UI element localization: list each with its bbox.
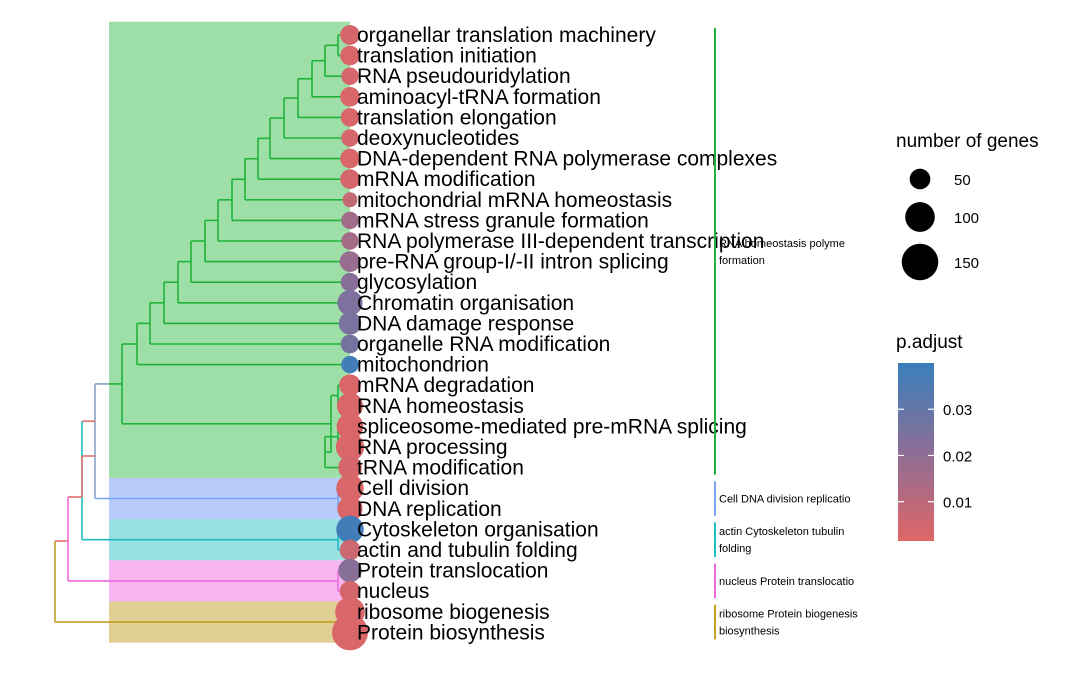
term-label-12: pre-RNA group-I/-II intron splicing — [357, 251, 669, 274]
term-label-8: mRNA modification — [357, 168, 536, 191]
term-label-30: Protein biosynthesis — [357, 621, 545, 644]
term-label-25: Cytoskeleton organisation — [357, 518, 599, 541]
term-dot-15 — [338, 312, 362, 335]
color-legend-bar — [898, 363, 934, 541]
term-label-21: RNA processing — [357, 436, 508, 459]
term-label-15: DNA damage response — [357, 312, 574, 335]
color-legend-title: p.adjust — [896, 332, 963, 353]
color-legend-label-0.03: 0.03 — [943, 402, 972, 419]
term-label-14: Chromatin organisation — [357, 292, 574, 315]
cluster-band-1 — [109, 21, 350, 478]
term-dot-19 — [337, 392, 363, 419]
term-dot-23 — [336, 474, 364, 502]
size-legend-dot-100 — [905, 202, 935, 232]
term-dot-22 — [338, 455, 362, 480]
term-label-19: RNA homeostasis — [357, 395, 524, 418]
cluster-label-3-line-2: folding — [719, 543, 751, 555]
color-legend-label-0.01: 0.01 — [943, 495, 972, 512]
term-label-27: Protein translocation — [357, 560, 548, 583]
term-label-16: organelle RNA modification — [357, 333, 610, 356]
term-dot-25 — [336, 515, 364, 544]
term-dot-21 — [335, 432, 365, 462]
term-dot-30 — [332, 614, 368, 651]
term-label-23: Cell division — [357, 477, 469, 500]
term-dot-6 — [341, 129, 359, 147]
cluster-label-4-line-1: nucleus Protein translocatio — [719, 576, 854, 588]
term-dots — [332, 25, 368, 651]
term-label-3: RNA pseudouridylation — [357, 65, 571, 88]
cluster-label-1-line-1: RNA homeostasis polyme — [719, 238, 845, 250]
term-dot-5 — [340, 108, 360, 127]
term-dot-4 — [340, 86, 360, 107]
term-label-28: nucleus — [357, 580, 429, 603]
term-dot-9 — [342, 192, 358, 208]
term-dot-10 — [341, 211, 359, 230]
cluster-labels: RNA homeostasis polyme formation Cell DNA … — [714, 28, 858, 640]
term-dot-20 — [336, 413, 364, 440]
term-dot-28 — [339, 580, 361, 602]
cluster-label-2-line-1: Cell DNA division replicatio — [719, 494, 850, 506]
term-dot-12 — [339, 251, 361, 272]
cluster-label-1-line-2: formation — [719, 255, 765, 267]
term-label-1: organellar translation machinery — [357, 24, 656, 47]
term-dot-27 — [338, 558, 362, 583]
cluster-label-3-line-1: actin Cytoskeleton tubulin — [719, 526, 844, 538]
term-label-9: mitochondrial mRNA homeostasis — [357, 189, 672, 212]
term-label-4: aminoacyl-tRNA formation — [357, 86, 601, 109]
term-label-26: actin and tubulin folding — [357, 539, 578, 562]
size-legend-dot-150 — [901, 243, 939, 281]
term-dot-24 — [337, 496, 363, 522]
term-dot-16 — [340, 334, 360, 354]
size-legend-label-150: 150 — [954, 255, 979, 272]
term-label-22: tRNA modification — [357, 457, 524, 480]
cluster-backgrounds — [109, 21, 350, 643]
size-legend-label-50: 50 — [954, 172, 971, 189]
cluster-label-5-line-2: biosynthesis — [719, 626, 780, 638]
color-legend: p.adjust 0.01 0.02 0.03 — [896, 332, 972, 541]
size-legend: number of genes 50 100 150 — [896, 131, 1039, 281]
term-label-13: glycosylation — [357, 271, 477, 294]
size-legend-dot-50 — [909, 168, 931, 190]
term-label-10: mRNA stress granule formation — [357, 209, 649, 232]
term-label-2: translation initiation — [357, 45, 537, 68]
term-labels: organellar translation machinerytranslat… — [357, 24, 777, 644]
term-dot-8 — [340, 169, 360, 190]
term-dot-1 — [340, 25, 360, 45]
term-dot-26 — [339, 539, 361, 561]
term-dot-13 — [340, 272, 360, 292]
term-label-18: mRNA degradation — [357, 374, 534, 397]
term-label-17: mitochondrion — [357, 354, 489, 377]
color-legend-label-0.02: 0.02 — [943, 448, 972, 465]
term-label-7: DNA-dependent RNA polymerase complexes — [357, 148, 777, 171]
term-label-6: deoxynucleotides — [357, 127, 519, 150]
term-dot-3 — [341, 67, 359, 85]
term-dot-17 — [341, 355, 359, 374]
size-legend-label-100: 100 — [954, 210, 979, 227]
term-dot-18 — [339, 374, 361, 397]
term-dot-2 — [340, 45, 360, 66]
term-label-5: translation elongation — [357, 106, 557, 129]
term-dot-7 — [340, 148, 360, 169]
term-label-24: DNA replication — [357, 498, 502, 521]
term-label-11: RNA polymerase III-dependent transcripti… — [357, 230, 764, 253]
cluster-label-5-line-1: ribosome Protein biogenesis — [719, 609, 858, 621]
size-legend-title: number of genes — [896, 131, 1039, 152]
term-label-20: spliceosome-mediated pre-mRNA splicing — [357, 415, 747, 438]
term-label-29: ribosome biogenesis — [357, 601, 550, 624]
term-dot-14 — [337, 290, 363, 316]
term-dot-11 — [341, 232, 359, 250]
